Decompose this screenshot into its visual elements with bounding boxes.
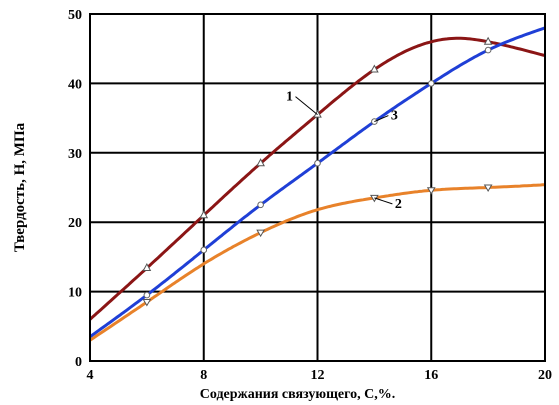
leader-line-2 [374,197,393,205]
marker-3 [314,159,321,167]
y-tick-label: 0 [75,355,82,370]
y-tick-label: 30 [68,147,82,162]
marker-3 [200,246,208,254]
curve-labels: 1 3 2 [286,90,402,212]
marker-3 [427,80,435,87]
y-tick-label: 50 [68,8,82,23]
marker-2 [483,184,493,192]
y-tick-label: 20 [68,216,82,231]
marker-3 [257,201,264,209]
marker-2 [256,229,265,238]
marker-3 [484,46,492,54]
series-line-2 [89,183,546,342]
marker-1 [256,158,265,167]
marker-2 [426,187,436,195]
y-tick-label: 10 [68,286,82,301]
x-tick-label: 8 [200,368,207,383]
x-tick-label: 12 [311,368,325,383]
leader-line-1 [295,96,318,116]
x-axis-label: Содержания связующего, С,%. [200,387,396,402]
y-axis-label: Твердость, Н, МПа [12,122,28,252]
marker-3 [143,291,151,299]
curve-label-2: 2 [395,197,402,212]
x-tick-label: 20 [538,368,552,383]
marker-1 [313,109,322,118]
marker-2 [142,299,152,307]
curve-label-3: 3 [391,109,398,124]
marker-1 [483,36,493,45]
x-tick-label: 16 [424,368,438,383]
x-tick-label: 4 [87,368,94,383]
curve-label-1: 1 [286,90,293,105]
plot-frame [89,13,546,362]
y-tick-label: 40 [68,77,82,92]
marker-1 [199,210,209,219]
marker-1 [370,64,379,73]
marker-1 [142,262,152,272]
leader-line-3 [374,115,389,123]
